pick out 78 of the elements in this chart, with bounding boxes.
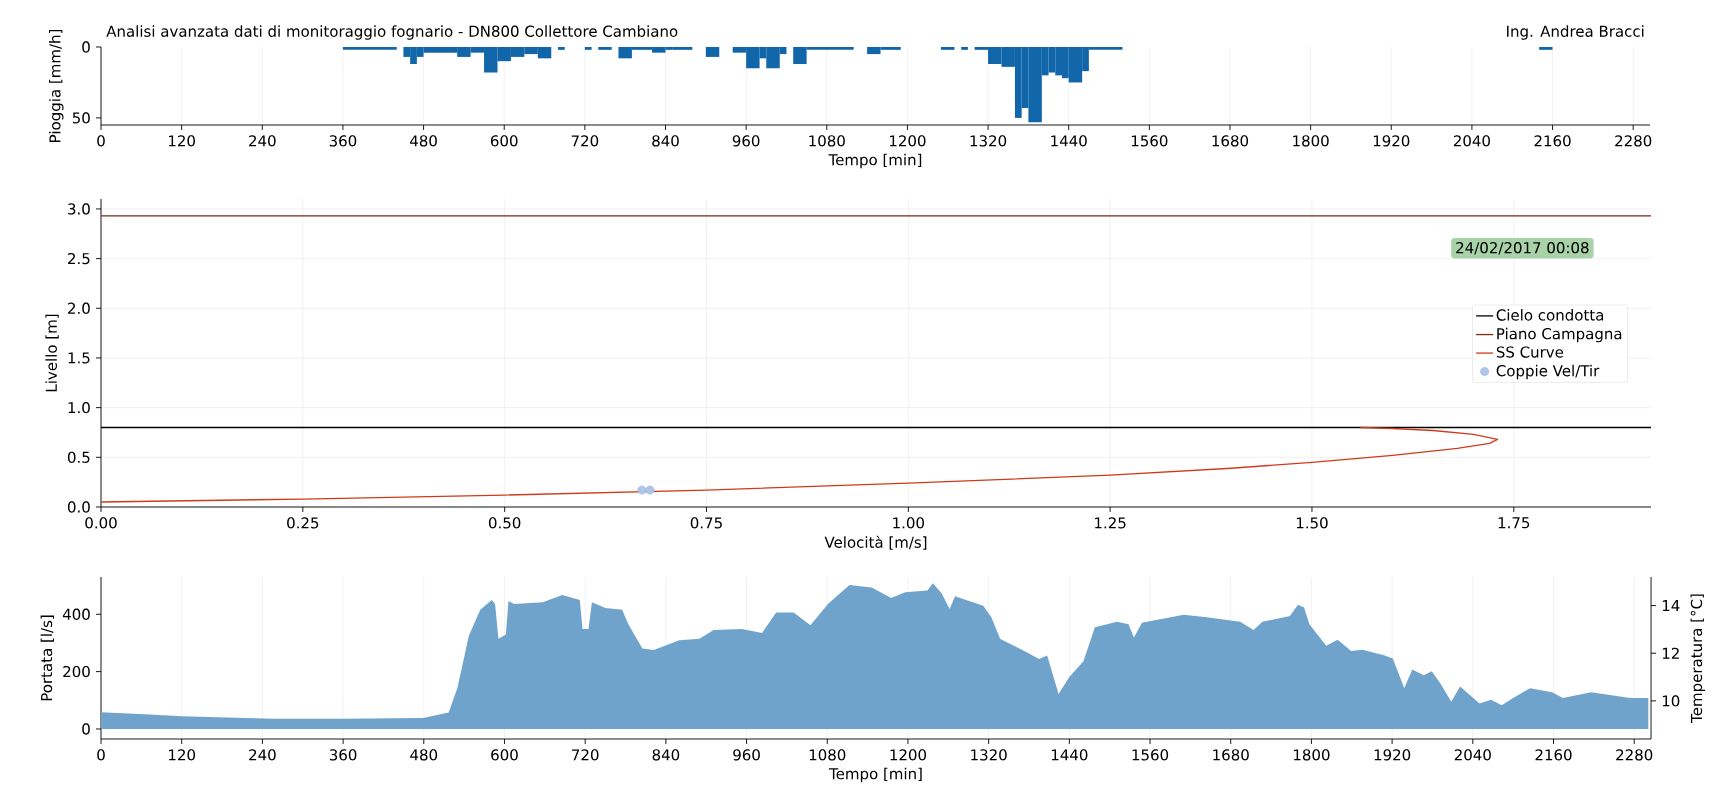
x-tick-label: 600 bbox=[490, 135, 518, 147]
y-tick-label: 1.0 bbox=[68, 401, 90, 414]
x-tick-label: 1440 bbox=[1051, 135, 1087, 147]
x-tick-label: 360 bbox=[329, 749, 357, 761]
x-tick-label: 960 bbox=[733, 749, 760, 761]
x-tick-label: 1440 bbox=[1051, 749, 1088, 761]
x-tick-label: 1920 bbox=[1373, 135, 1410, 147]
y-axis-title: Pioggia [mm/h] bbox=[49, 29, 64, 142]
y-tick-label: 50 bbox=[72, 112, 90, 124]
x-tick-label: 840 bbox=[652, 749, 680, 761]
line-series bbox=[100, 426, 1499, 503]
x-tick-label: 1.75 bbox=[1498, 517, 1530, 529]
x-tick-label: 1.00 bbox=[893, 517, 925, 529]
x-tick-label: 1560 bbox=[1132, 749, 1169, 761]
x-tick-label: 1800 bbox=[1293, 135, 1329, 147]
legend-label: Cielo condotta bbox=[1496, 308, 1604, 321]
x-tick-label: 0 bbox=[97, 135, 105, 147]
x-tick-label: 1800 bbox=[1293, 749, 1330, 761]
x-tick-label: 1200 bbox=[889, 135, 926, 147]
y-tick-label: 0.5 bbox=[67, 451, 90, 463]
x-tick-label: 720 bbox=[571, 135, 599, 147]
y-tick-label: 0 bbox=[82, 723, 90, 735]
y2-tick-label: 10 bbox=[1662, 695, 1680, 707]
y-axis-title: Livello [m] bbox=[45, 314, 59, 392]
x-tick-label: 960 bbox=[732, 135, 760, 147]
x-tick-label: 1680 bbox=[1212, 135, 1249, 147]
y-tick-label: 3.0 bbox=[68, 203, 90, 215]
x-axis-title: Tempo [min] bbox=[829, 767, 922, 783]
x-tick-label: 0 bbox=[97, 749, 105, 761]
x-tick-label: 0.50 bbox=[488, 517, 521, 529]
x-tick-label: 360 bbox=[329, 135, 357, 147]
legend-label: Piano Campagna bbox=[1497, 327, 1622, 343]
x-tick-label: 1320 bbox=[970, 135, 1007, 147]
x-tick-label: 1200 bbox=[890, 749, 927, 761]
x-tick-label: 720 bbox=[572, 749, 599, 761]
x-tick-label: 2040 bbox=[1454, 749, 1491, 761]
x-tick-label: 0.75 bbox=[690, 517, 722, 529]
x-tick-label: 480 bbox=[410, 749, 438, 761]
text: Ing. Andrea Bracci bbox=[1507, 25, 1644, 40]
y-axis-title: Portata [l/s] bbox=[40, 615, 54, 701]
x-tick-label: 840 bbox=[652, 135, 679, 147]
x-tick-label: 2280 bbox=[1615, 135, 1652, 147]
legend-label: Coppie Vel/Tir bbox=[1496, 364, 1600, 380]
x-tick-label: 0.25 bbox=[287, 517, 319, 529]
chart-title: Analisi avanzata dati di monitoraggio fognario - DN800 Collettore Cambiano bbox=[106, 25, 678, 40]
x-tick-label: 2040 bbox=[1453, 135, 1490, 147]
y-tick-label: 400 bbox=[62, 608, 90, 620]
y-tick-label: 2.0 bbox=[68, 302, 90, 314]
y-tick-label: 200 bbox=[63, 665, 90, 678]
x-tick-label: 1920 bbox=[1374, 749, 1411, 761]
x-tick-label: 2280 bbox=[1616, 749, 1653, 761]
legend-label: SS Curve bbox=[1496, 346, 1564, 358]
x-tick-label: 1.25 bbox=[1095, 517, 1126, 529]
x-tick-label: 1080 bbox=[809, 135, 845, 147]
x-tick-label: 240 bbox=[249, 749, 276, 761]
x-tick-label: 480 bbox=[410, 135, 437, 147]
x-axis-title: Tempo [min] bbox=[828, 153, 922, 169]
x-tick-label: 1320 bbox=[971, 749, 1007, 761]
x-tick-label: 1680 bbox=[1213, 749, 1249, 761]
x-tick-label: 2160 bbox=[1534, 135, 1571, 147]
annotation: 24/02/2017 00:08 bbox=[1456, 241, 1589, 255]
y-tick-label: 0.0 bbox=[67, 501, 90, 513]
y-tick-label: 2.5 bbox=[68, 252, 90, 265]
x-tick-label: 600 bbox=[491, 749, 518, 761]
x-tick-label: 1560 bbox=[1131, 135, 1168, 147]
y2-tick-label: 14 bbox=[1662, 600, 1680, 611]
x-tick-label: 1080 bbox=[809, 749, 846, 761]
x-tick-label: 2160 bbox=[1535, 749, 1572, 761]
x-tick-label: 0.00 bbox=[85, 517, 117, 529]
y-tick-label: 0 bbox=[82, 41, 90, 53]
x-tick-label: 240 bbox=[249, 135, 276, 147]
y2-tick-label: 12 bbox=[1662, 647, 1679, 659]
y-tick-label: 1.5 bbox=[68, 352, 90, 364]
x-tick-label: 120 bbox=[169, 749, 196, 761]
x-axis-title: Velocità [m/s] bbox=[824, 535, 927, 550]
x-tick-label: 1.50 bbox=[1296, 517, 1328, 529]
y2-axis-title: Temperatura [°C] bbox=[1690, 594, 1706, 723]
x-tick-label: 120 bbox=[168, 135, 195, 147]
